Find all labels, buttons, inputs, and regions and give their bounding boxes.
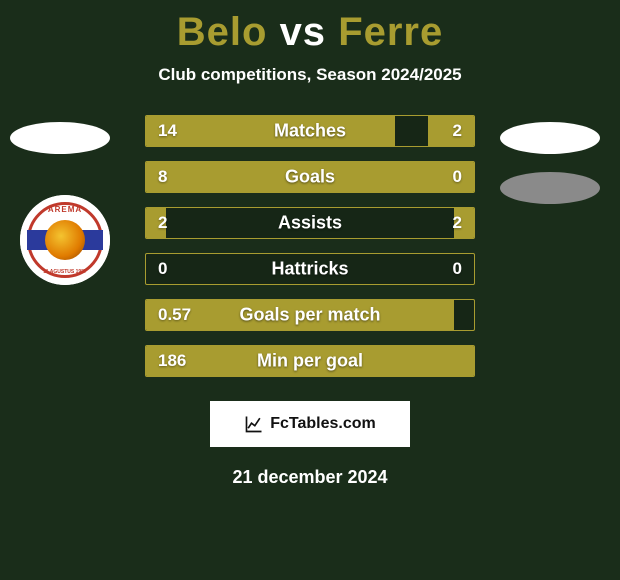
stat-bar-left-fill [146, 300, 454, 330]
stat-bar: 0 0Hattricks [145, 253, 475, 285]
right-team-ellipse-1 [500, 122, 600, 154]
stat-bar: 0.57Goals per match [145, 299, 475, 331]
logo-lion-icon [45, 220, 85, 260]
stat-row: 0.57Goals per match [10, 299, 610, 331]
left-team-ellipse [10, 122, 110, 154]
stat-row: 186Min per goal [10, 345, 610, 377]
stat-bar-right-fill [428, 116, 474, 146]
stat-value-left: 2 [158, 213, 167, 233]
stat-value-right: 0 [453, 259, 462, 279]
stat-bar: 142Matches [145, 115, 475, 147]
right-team-ellipse-2 [500, 172, 600, 204]
page-title: Belo vs Ferre [0, 0, 620, 55]
stat-bar-left-fill [146, 116, 395, 146]
vs-text: vs [280, 10, 327, 54]
player2-name: Ferre [338, 10, 443, 54]
stat-value-left: 8 [158, 167, 167, 187]
stat-label: Assists [146, 213, 474, 234]
stat-label: Hattricks [146, 259, 474, 280]
stat-bar: 186Min per goal [145, 345, 475, 377]
stat-bar-left-fill [146, 346, 474, 376]
stat-bar: 80Goals [145, 161, 475, 193]
logo-top-text: AREMA [48, 205, 82, 214]
left-club-logo: AREMA 11 AGUSTUS 1987 [20, 195, 110, 285]
brand-text: FcTables.com [270, 415, 376, 433]
subtitle: Club competitions, Season 2024/2025 [0, 65, 620, 85]
stat-value-left: 14 [158, 121, 177, 141]
stat-value-right: 0 [453, 167, 462, 187]
player1-name: Belo [177, 10, 268, 54]
date-text: 21 december 2024 [0, 467, 620, 488]
brand-box: FcTables.com [210, 401, 410, 447]
stat-value-left: 0 [158, 259, 167, 279]
stat-value-right: 2 [453, 121, 462, 141]
stat-value-left: 0.57 [158, 305, 191, 325]
stat-bar-left-fill [146, 162, 474, 192]
stat-bar: 2 2Assists [145, 207, 475, 239]
logo-bottom-text: 11 AGUSTUS 1987 [43, 269, 86, 275]
stat-value-left: 186 [158, 351, 186, 371]
stat-value-right: 2 [453, 213, 462, 233]
brand-chart-icon [244, 414, 264, 434]
